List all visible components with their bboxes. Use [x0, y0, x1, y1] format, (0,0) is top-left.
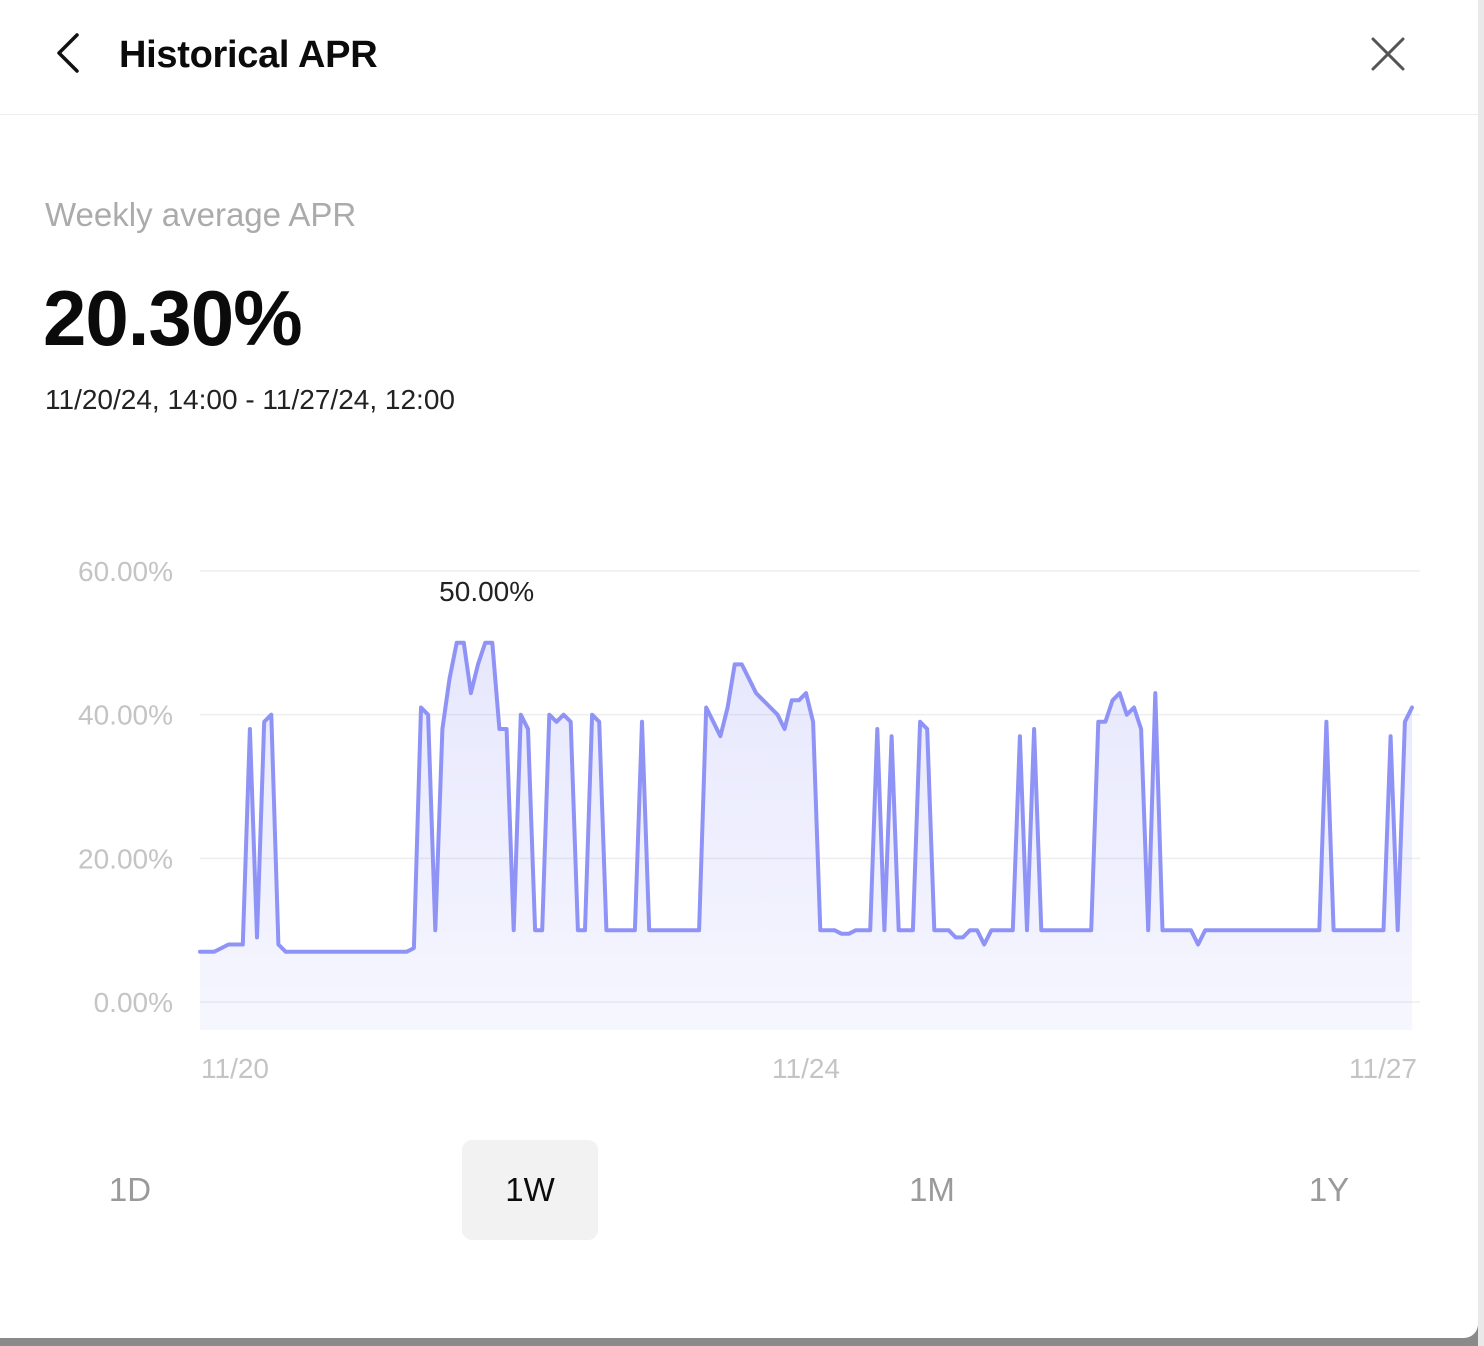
apr-area-fill — [200, 642, 1412, 1030]
back-button[interactable] — [46, 30, 90, 76]
chevron-left-icon — [57, 33, 79, 73]
tab-1m[interactable]: 1M — [909, 1171, 955, 1208]
y-tick-label: 20.00% — [78, 843, 173, 874]
tab-1w[interactable]: 1W — [462, 1140, 598, 1240]
tab-1d[interactable]: 1D — [108, 1171, 152, 1208]
apr-series-line — [198, 640, 1414, 954]
y-tick-label: 40.00% — [78, 700, 173, 731]
hover-value-label: 50.00% — [439, 576, 534, 607]
close-button[interactable] — [1364, 30, 1412, 78]
average-apr-label: Weekly average APR — [45, 196, 357, 233]
x-tick-label: 11/20 — [201, 1053, 269, 1084]
close-icon — [1371, 37, 1405, 71]
x-tick-label: 11/27 — [1349, 1053, 1417, 1084]
tab-1y[interactable]: 1Y — [1308, 1171, 1350, 1208]
average-apr-value: 20.30% — [43, 274, 303, 362]
page-title: Historical APR — [119, 34, 378, 76]
date-range: 11/20/24, 14:00 - 11/27/24, 12:00 — [45, 384, 455, 415]
x-tick-label: 11/24 — [772, 1053, 840, 1084]
apr-area-chart[interactable]: 60.00% 40.00% 20.00% 0.00% 50.00% 11/20 11/24 1… — [0, 540, 1478, 1100]
range-tabs: 1D 1W 1M 1Y — [0, 1140, 1478, 1242]
y-tick-label: 60.00% — [78, 556, 173, 587]
y-tick-label: 0.00% — [94, 987, 173, 1018]
header-bar: Historical APR — [0, 0, 1478, 115]
window-edge — [1478, 0, 1484, 1346]
